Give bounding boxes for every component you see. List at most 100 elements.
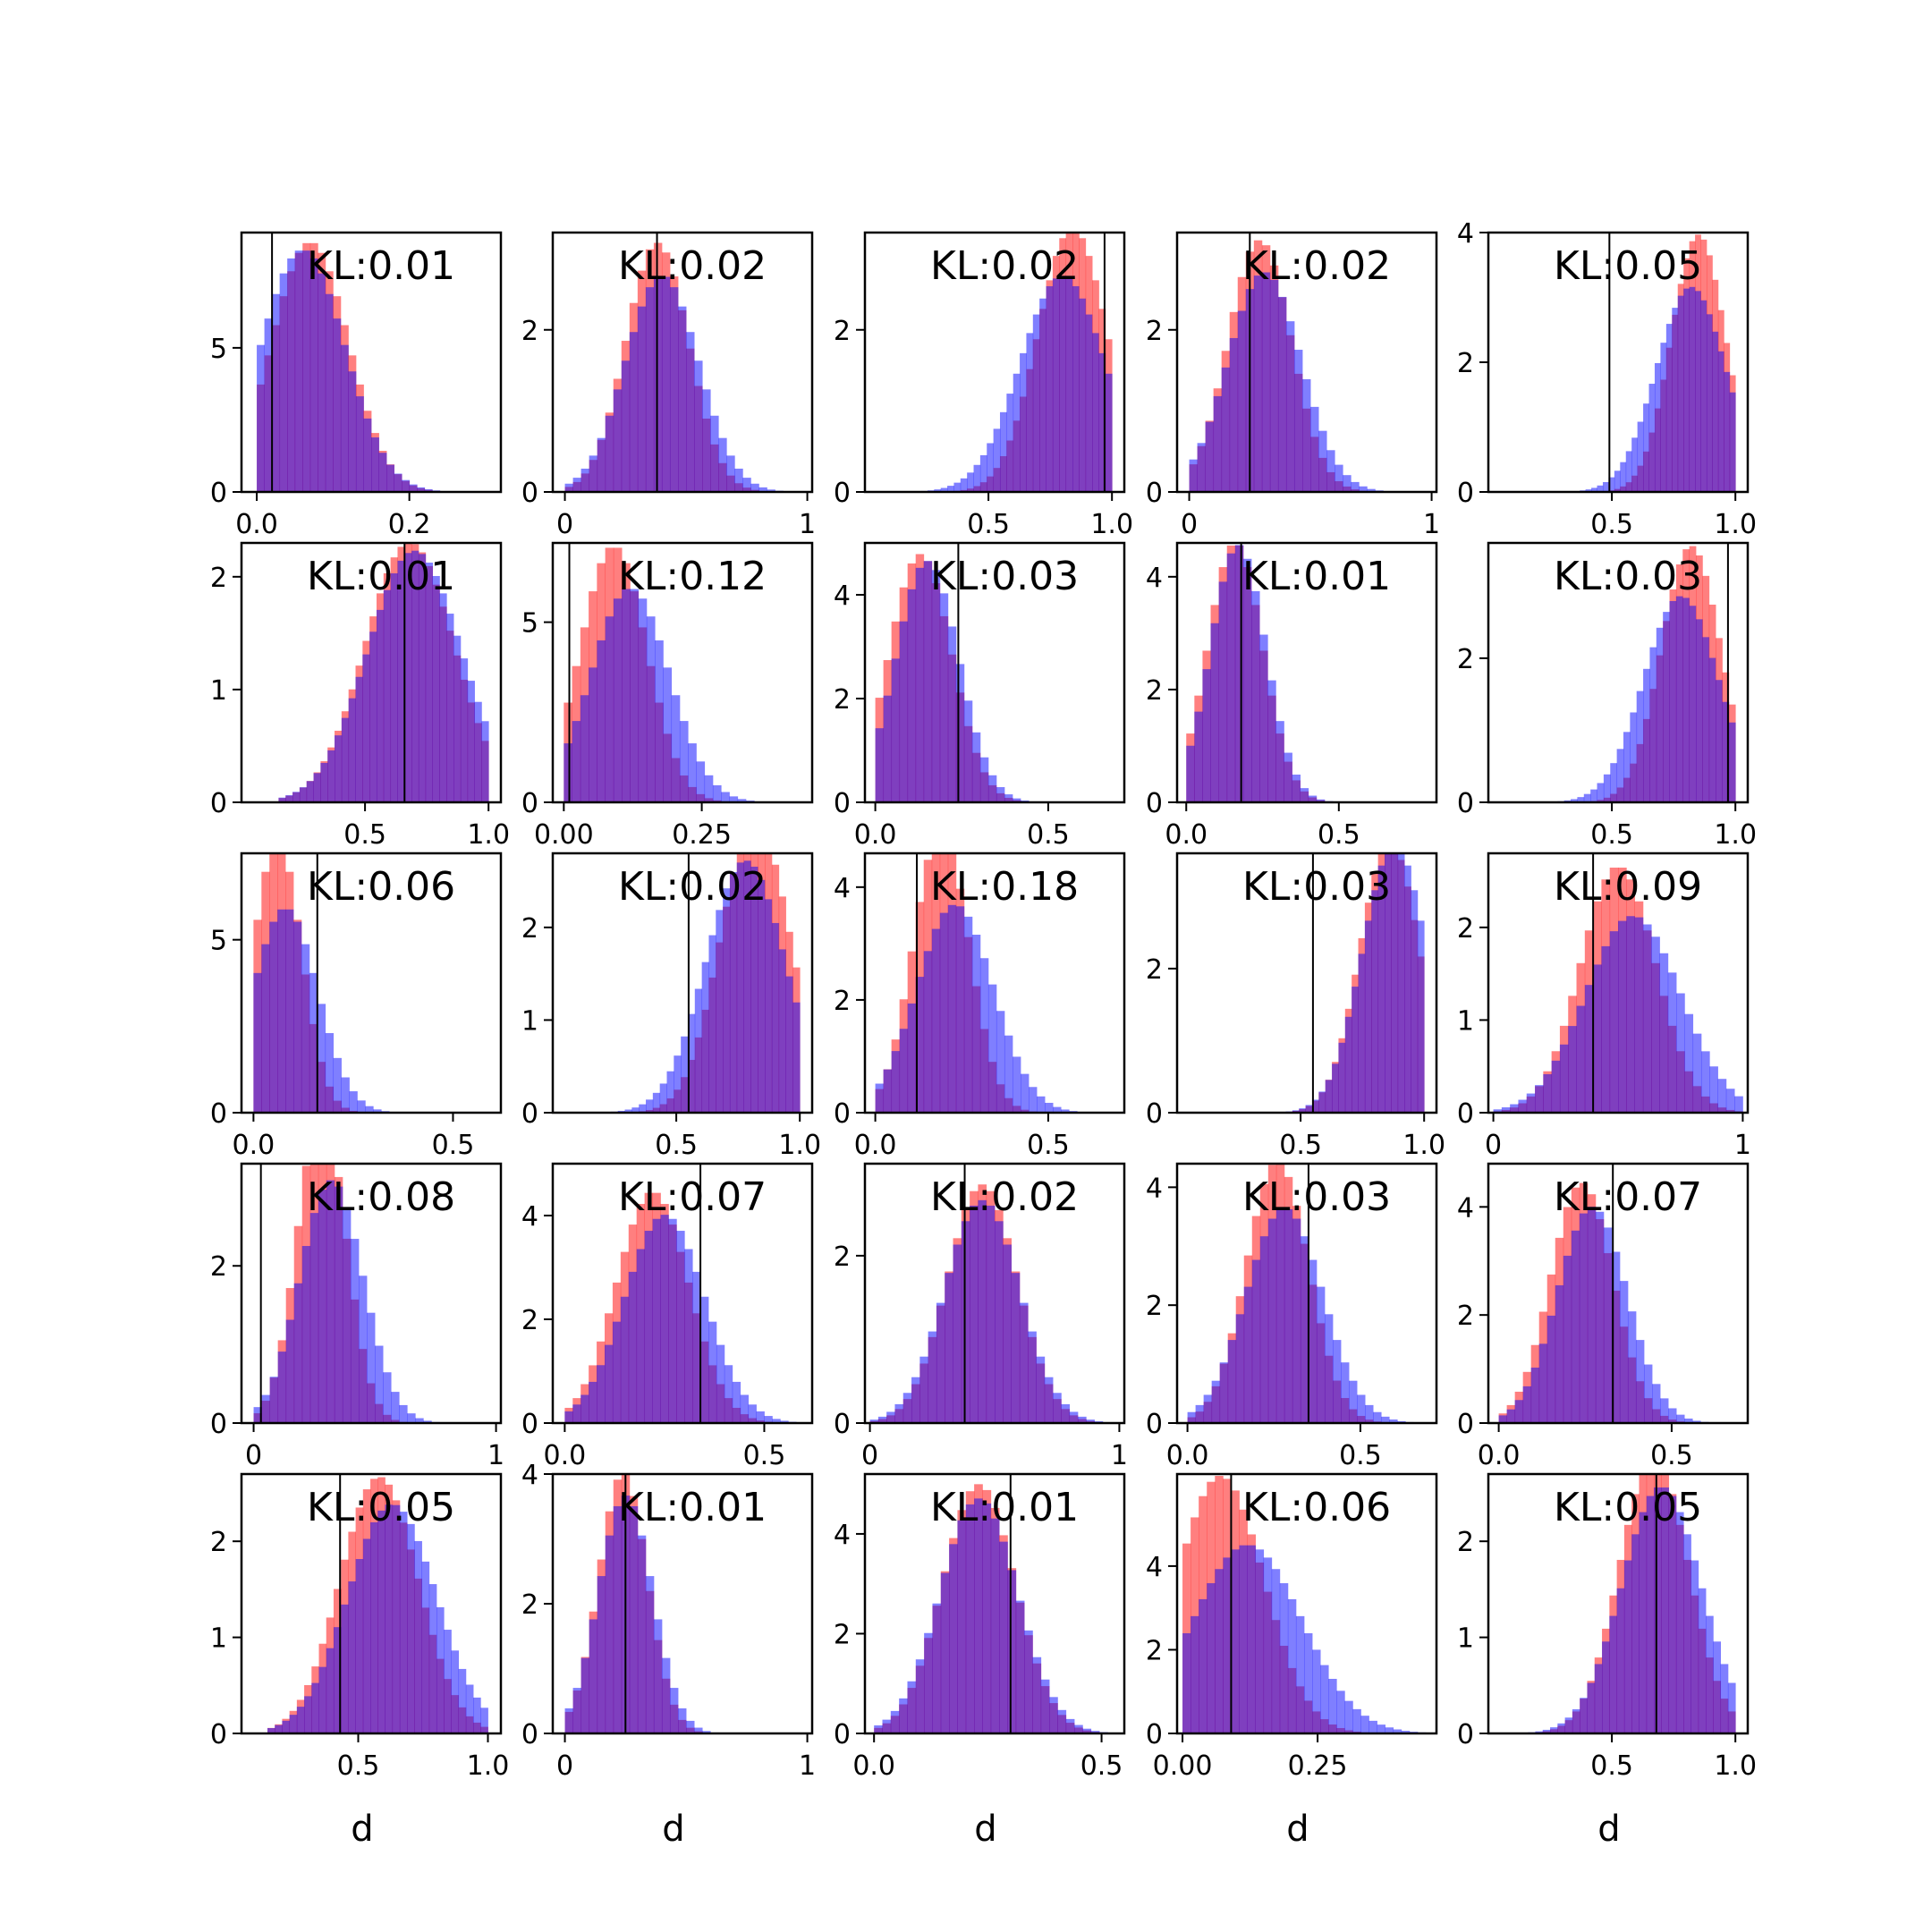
bar-series-b [1040, 1679, 1050, 1733]
histogram-bars [564, 242, 808, 492]
bar-series-b [1404, 865, 1411, 1113]
bar-series-b [572, 1688, 582, 1733]
bar-series-b [696, 761, 706, 802]
bar-series-b [1065, 278, 1073, 492]
y-tick-label: 0 [1146, 478, 1163, 509]
bar-series-b [1292, 1218, 1301, 1423]
y-tick-label: 0 [1457, 1098, 1474, 1130]
bar-series-b [882, 1719, 892, 1733]
bar-series-b [605, 1344, 614, 1423]
bar-series-b [1360, 1716, 1369, 1733]
bar-series-b [1397, 853, 1405, 1113]
axes-frame [1487, 541, 1750, 804]
bar-series-b [915, 977, 925, 1113]
y-tick-label: 2 [521, 913, 538, 945]
bar-series-b [1709, 1066, 1718, 1113]
bar-series-b [357, 1100, 366, 1113]
histogram-bars [869, 1184, 1120, 1423]
bar-series-b [317, 1004, 326, 1113]
bar-series-b [1577, 797, 1585, 802]
bar-series-b [597, 1576, 606, 1733]
histogram-bars [1187, 1164, 1430, 1423]
bar-series-b [1325, 1080, 1333, 1113]
x-tick-label: 0.0 [854, 819, 897, 851]
bar-series-b [383, 1372, 392, 1423]
bar-series-b [597, 437, 606, 492]
bar-series-b [1335, 464, 1343, 492]
bar-series-b [306, 781, 314, 802]
bar-series-b [1007, 1570, 1017, 1733]
x-tick-label: 0.25 [1288, 1750, 1348, 1782]
bar-series-b [681, 1036, 689, 1113]
axes-frame [1175, 1162, 1438, 1425]
bar-series-b [613, 389, 623, 492]
bar-series-b [1203, 1394, 1213, 1423]
y-tick-label: 2 [834, 986, 851, 1017]
bar-series-b [391, 1392, 400, 1423]
y-tick-label: 2 [210, 1251, 227, 1283]
bar-series-b [700, 1296, 709, 1423]
bar-series-b [1365, 1404, 1374, 1423]
bar-series-b [638, 598, 648, 802]
bar-series-b [1518, 1099, 1528, 1113]
bar-series-b [362, 654, 370, 802]
bar-series-b [1692, 1033, 1702, 1113]
bar-series-b [694, 360, 703, 492]
bar-series-b [1692, 1420, 1701, 1423]
bar-series-b [869, 1419, 879, 1423]
x-tick-label: 0 [556, 509, 573, 540]
y-tick-label: 0 [210, 1719, 227, 1750]
bar-series-b [1086, 1419, 1095, 1423]
kl-annotation: KL:0.06 [1242, 1485, 1391, 1530]
bar-series-b [1675, 596, 1683, 802]
x-tick-label: 1 [799, 509, 816, 540]
histogram-bars [267, 1477, 488, 1733]
bar-series-b [367, 1312, 376, 1423]
bar-series-b [996, 787, 1005, 802]
bar-series-b [1059, 275, 1067, 492]
kl-annotation: KL:0.01 [307, 554, 455, 599]
bar-series-b [580, 1657, 590, 1733]
bar-series-b [1371, 890, 1379, 1113]
x-tick-label: 0.5 [1080, 1750, 1123, 1782]
bar-series-b [1284, 1209, 1293, 1423]
bar-series-b [1717, 351, 1724, 492]
x-tick-label: 1 [1734, 1130, 1751, 1161]
bar-series-b [301, 944, 310, 1113]
bar-series-b [645, 1576, 655, 1733]
bar-series-b [1530, 1368, 1540, 1423]
bar-series-b [1700, 1051, 1710, 1113]
bar-series-b [1646, 1496, 1655, 1733]
bar-series-b [1234, 545, 1244, 802]
bar-series-b [953, 1244, 962, 1423]
bar-series-b [1012, 798, 1021, 802]
bar-series-b [376, 609, 385, 802]
histogram-bars [278, 543, 489, 802]
y-tick-label: 4 [1457, 1192, 1474, 1224]
bar-series-b [663, 667, 673, 802]
bar-series-b [1689, 286, 1696, 492]
bar-series-b [973, 464, 981, 492]
bar-series-b [1218, 581, 1228, 802]
bar-series-b [1324, 1314, 1334, 1423]
kl-annotation: KL:0.06 [307, 864, 455, 910]
bar-series-b [277, 909, 286, 1113]
bar-series-b [1053, 1393, 1062, 1423]
bar-series-b [1385, 853, 1392, 1113]
bar-series-b [936, 1302, 945, 1423]
y-tick-label: 4 [1146, 563, 1163, 594]
bar-series-b [1015, 1600, 1025, 1733]
bar-series-b [348, 698, 356, 802]
bar-series-b [694, 988, 703, 1113]
bar-series-b [620, 1296, 630, 1423]
bar-series-b [1079, 298, 1087, 492]
bar-series-b [1303, 1632, 1313, 1733]
bar-series-b [661, 1657, 671, 1733]
bar-series-b [564, 1707, 573, 1733]
bar-series-b [341, 1077, 350, 1113]
bar-series-b [1275, 1209, 1285, 1423]
bar-series-b [874, 1725, 883, 1733]
bar-series-b [736, 862, 744, 1113]
kl-annotation: KL:0.02 [618, 864, 767, 910]
bar-series-b [1285, 321, 1295, 492]
